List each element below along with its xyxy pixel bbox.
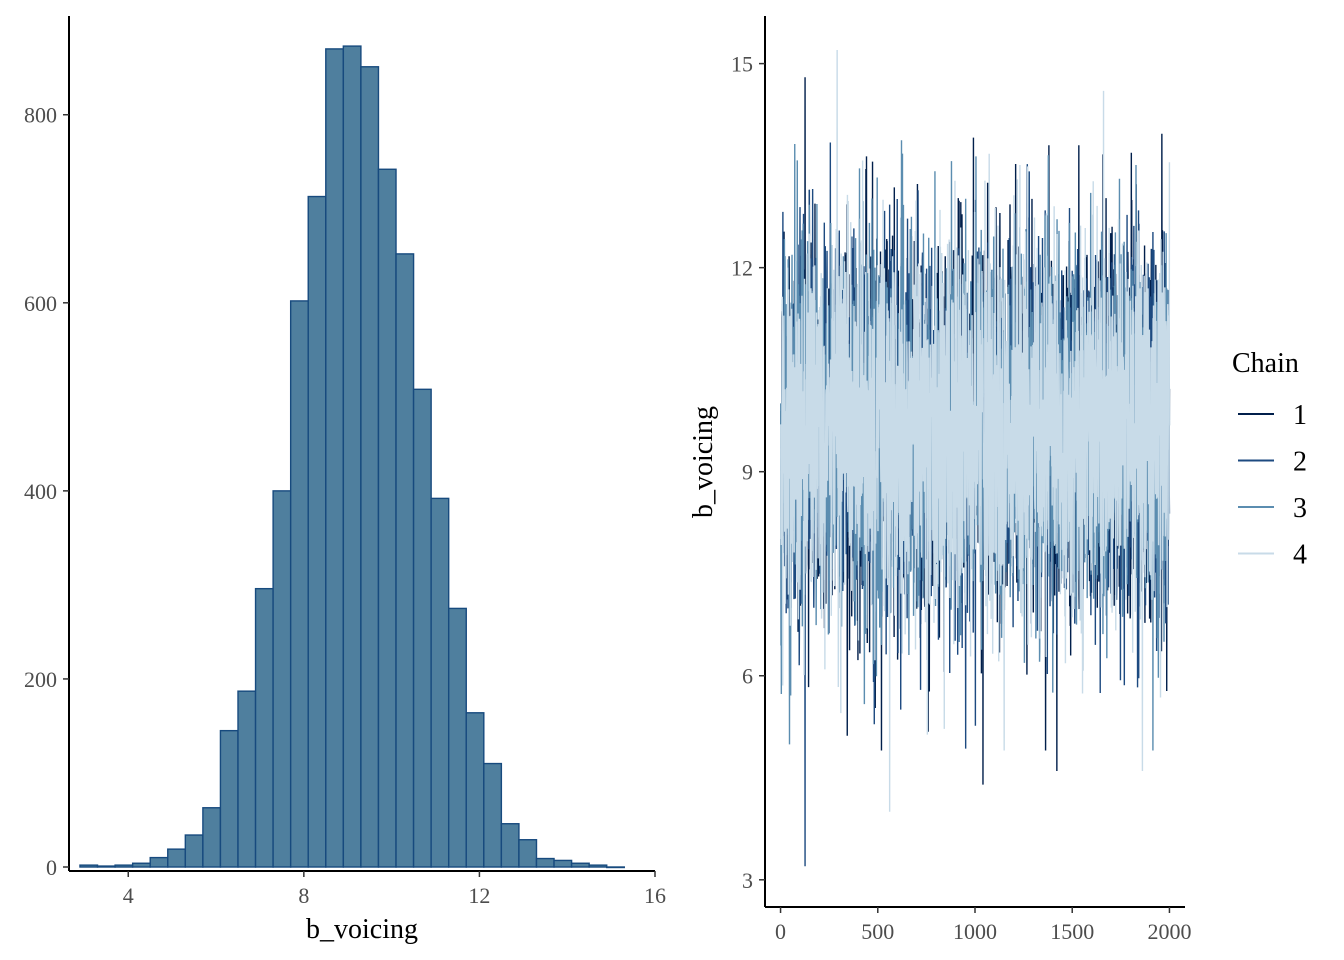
histogram-y-tick-label: 400 — [24, 479, 57, 504]
histogram-bar — [114, 864, 134, 868]
trace-y-tick-label: 15 — [731, 52, 753, 77]
histogram-bar — [570, 862, 590, 868]
legend-label: 2 — [1293, 447, 1307, 478]
trace-y-tick-label: 6 — [742, 664, 753, 689]
trace-y-tick-label: 3 — [742, 868, 753, 893]
histogram-bar — [289, 300, 309, 868]
trace-x-ticks: 0 500 1000 1500 2000 — [775, 907, 1191, 944]
histogram-bar — [342, 45, 362, 868]
histogram-x-tick-label: 4 — [123, 883, 134, 908]
histogram-bar — [588, 864, 608, 868]
histogram-bar — [518, 839, 538, 868]
histogram-bar — [149, 856, 169, 868]
histogram-y-ticks: 0 200 400 600 800 — [24, 103, 69, 880]
histogram-panel: 0 200 400 600 800 4 8 12 16 b_voicing — [24, 16, 666, 945]
histogram-bar — [535, 857, 555, 868]
histogram-y-tick-label: 0 — [46, 855, 57, 880]
histogram-y-tick-label: 200 — [24, 667, 57, 692]
histogram-bar — [360, 66, 380, 868]
histogram-bar — [412, 388, 432, 868]
histogram-x-tick-label: 12 — [468, 883, 490, 908]
trace-y-tick-label: 12 — [731, 256, 753, 281]
legend-item-chain-3: 3 — [1238, 493, 1307, 524]
histogram-x-tick-label: 16 — [644, 883, 666, 908]
legend-title: Chain — [1232, 348, 1299, 379]
histogram-bar — [272, 490, 292, 868]
histogram-bar — [553, 859, 573, 868]
histogram-bar — [325, 48, 345, 868]
legend-label: 3 — [1293, 493, 1307, 524]
histogram-bar — [307, 195, 327, 868]
histogram-x-tick-label: 8 — [298, 883, 309, 908]
histogram-bar — [395, 253, 415, 868]
histogram-bar — [79, 864, 99, 868]
histogram-bar — [447, 607, 467, 868]
trace-x-tick-label: 0 — [775, 919, 786, 944]
histogram-y-tick-label: 800 — [24, 103, 57, 128]
legend-items: 1 2 3 4 — [1238, 400, 1307, 571]
trace-y-ticks: 3 6 9 12 15 — [731, 52, 765, 893]
histogram-x-ticks: 4 8 12 16 — [123, 871, 666, 908]
trace-x-tick-label: 1000 — [953, 919, 997, 944]
trace-x-tick-label: 2000 — [1147, 919, 1191, 944]
legend-item-chain-1: 1 — [1238, 400, 1307, 431]
legend-label: 1 — [1293, 400, 1307, 431]
histogram-bar — [377, 168, 397, 868]
legend-item-chain-4: 4 — [1238, 540, 1307, 571]
trace-lines — [780, 50, 1171, 867]
histogram-bar — [483, 762, 503, 868]
trace-x-tick-label: 1500 — [1050, 919, 1094, 944]
histogram-bar — [184, 834, 204, 868]
trace-y-axis-title: b_voicing — [688, 406, 719, 518]
histogram-bar — [202, 807, 222, 868]
histogram-bar — [96, 865, 116, 868]
histogram-bar — [430, 497, 450, 868]
trace-y-tick-label: 9 — [742, 460, 753, 485]
histogram-bar — [606, 866, 625, 869]
histogram-bar — [237, 690, 257, 868]
histogram-bar — [131, 862, 151, 868]
histogram-x-axis-title: b_voicing — [306, 914, 418, 945]
histogram-bar — [219, 729, 239, 868]
legend-label: 4 — [1293, 540, 1307, 571]
trace-line-chain-4 — [780, 50, 1171, 812]
histogram-bars — [79, 45, 625, 869]
histogram-bar — [254, 587, 274, 868]
trace-panel: 3 6 9 12 15 0 500 1000 1500 2000 b_voicing — [688, 16, 1191, 944]
legend-item-chain-2: 2 — [1238, 447, 1307, 478]
histogram-bar — [167, 848, 187, 868]
histogram-bar — [500, 823, 520, 868]
histogram-bar — [465, 712, 485, 868]
histogram-y-tick-label: 600 — [24, 291, 57, 316]
trace-x-tick-label: 500 — [861, 919, 894, 944]
chain-legend: Chain 1 2 3 4 — [1232, 348, 1307, 571]
